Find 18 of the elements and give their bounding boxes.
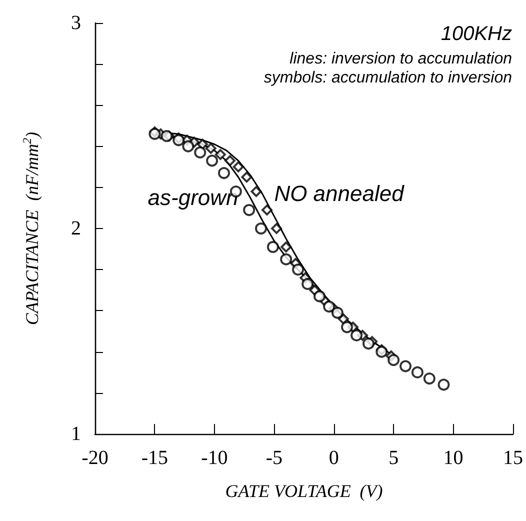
x-tick-label: 15 bbox=[503, 447, 523, 469]
series-label: as-grown bbox=[148, 185, 238, 210]
annotation: symbols: accumulation to inversion bbox=[264, 70, 512, 86]
x-tick-label: -5 bbox=[266, 447, 282, 469]
x-axis-title: GATE VOLTAGE (V) bbox=[225, 481, 383, 501]
series-label: NO annealed bbox=[274, 181, 405, 206]
y-tick-label: 3 bbox=[71, 12, 81, 34]
x-tick-label: 5 bbox=[388, 447, 399, 469]
y-tick-label: 2 bbox=[71, 218, 81, 240]
x-tick-label: -20 bbox=[82, 447, 108, 469]
y-tick-label: 1 bbox=[71, 423, 81, 445]
annotation: 100KHz bbox=[440, 23, 512, 45]
y-axis-title: CAPACITANCE (nF/mm2) bbox=[20, 132, 42, 326]
annotation: lines: inversion to accumulation bbox=[290, 50, 512, 68]
x-tick-label: -15 bbox=[141, 447, 168, 469]
x-tick-label: 0 bbox=[328, 447, 339, 469]
x-tick-label: 10 bbox=[443, 447, 464, 469]
x-tick-label: -10 bbox=[201, 447, 228, 469]
